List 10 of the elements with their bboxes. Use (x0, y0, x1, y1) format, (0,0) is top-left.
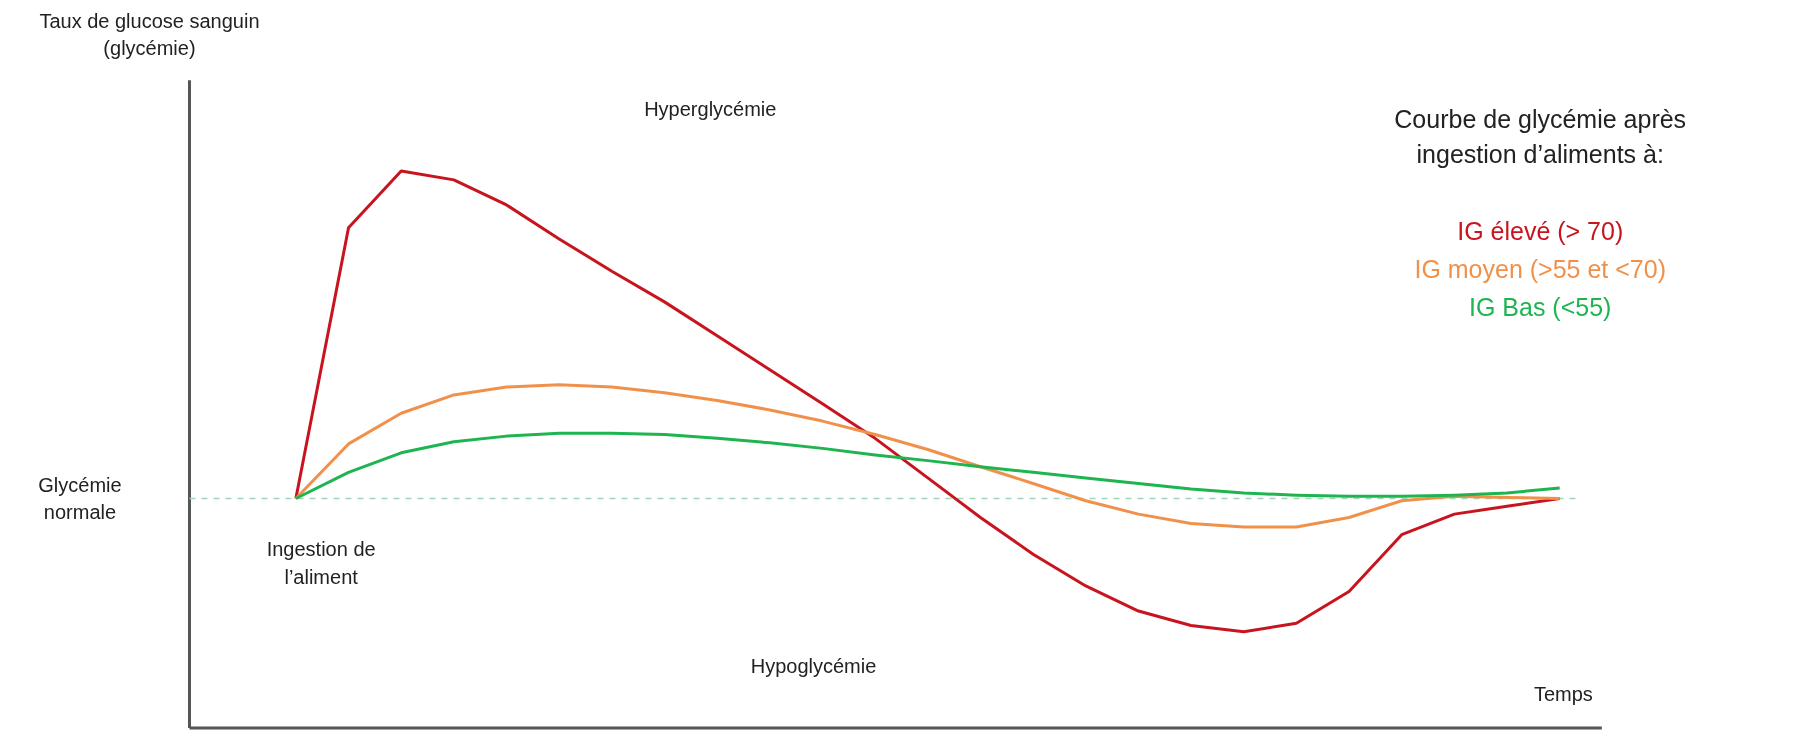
text: IG élevé (> 70) (1457, 217, 1624, 246)
annotation: Hypoglycémie (750, 654, 877, 677)
text: IG Bas (<55) (1469, 292, 1612, 321)
text: Taux de glucose sanguin (glycémie) (39, 9, 260, 60)
legend-title: Courbe de glycémie après ingestion d’aliments à: (1394, 104, 1687, 168)
text: Glycémie normale (38, 473, 122, 524)
text: IG moyen (>55 et <70) (1414, 255, 1666, 283)
annotation: Ingestion de l’aliment (266, 538, 376, 588)
text: Hyperglycémie (644, 97, 777, 120)
x-axis-title: Temps (1533, 683, 1593, 706)
